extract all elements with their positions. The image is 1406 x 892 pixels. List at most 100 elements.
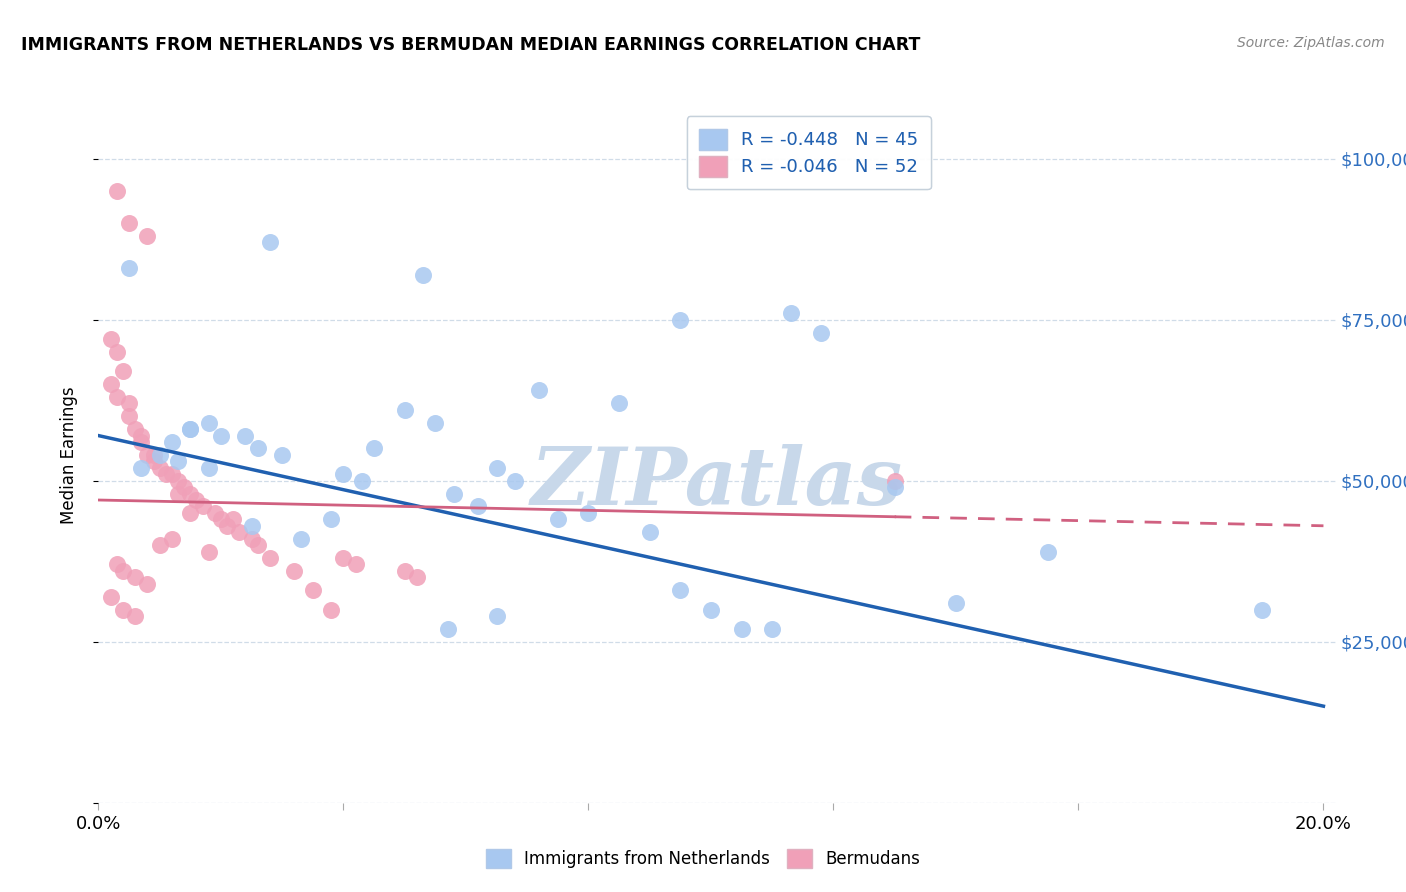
Point	[105, 344, 128, 359]
Point	[669, 583, 692, 598]
Point	[179, 422, 201, 436]
Point	[332, 467, 354, 482]
Point	[105, 184, 128, 198]
Point	[209, 428, 232, 442]
Point	[179, 486, 201, 500]
Point	[118, 396, 141, 410]
Point	[197, 416, 219, 430]
Point	[321, 512, 343, 526]
Point	[136, 448, 159, 462]
Point	[167, 454, 190, 468]
Point	[124, 609, 146, 624]
Point	[197, 460, 219, 475]
Point	[394, 564, 416, 578]
Point	[578, 506, 600, 520]
Point	[1036, 544, 1059, 558]
Point	[209, 512, 232, 526]
Point	[467, 500, 489, 514]
Legend: Immigrants from Netherlands, Bermudans: Immigrants from Netherlands, Bermudans	[479, 842, 927, 875]
Point	[149, 448, 172, 462]
Text: Source: ZipAtlas.com: Source: ZipAtlas.com	[1237, 36, 1385, 50]
Point	[129, 428, 152, 442]
Point	[124, 422, 146, 436]
Point	[204, 506, 226, 520]
Point	[100, 377, 122, 392]
Point	[945, 596, 967, 610]
Point	[160, 435, 183, 450]
Legend: R = -0.448   N = 45, R = -0.046   N = 52: R = -0.448 N = 45, R = -0.046 N = 52	[686, 116, 931, 189]
Point	[191, 500, 214, 514]
Point	[179, 422, 201, 436]
Point	[100, 590, 122, 604]
Point	[186, 493, 208, 508]
Point	[240, 532, 263, 546]
Point	[160, 467, 183, 482]
Point	[271, 448, 294, 462]
Point	[105, 390, 128, 404]
Point	[259, 235, 281, 250]
Point	[283, 564, 305, 578]
Point	[259, 551, 281, 566]
Point	[529, 384, 551, 398]
Point	[779, 306, 801, 320]
Point	[436, 622, 458, 636]
Point	[394, 402, 416, 417]
Point	[124, 570, 146, 584]
Point	[167, 486, 190, 500]
Point	[215, 518, 238, 533]
Point	[136, 228, 159, 243]
Point	[149, 538, 172, 552]
Point	[246, 442, 269, 456]
Point	[160, 532, 183, 546]
Point	[301, 583, 323, 598]
Point	[607, 396, 630, 410]
Point	[240, 518, 263, 533]
Point	[222, 512, 245, 526]
Point	[118, 261, 141, 276]
Point	[167, 474, 190, 488]
Point	[105, 558, 128, 572]
Point	[810, 326, 832, 340]
Point	[350, 474, 373, 488]
Point	[761, 622, 783, 636]
Point	[111, 564, 134, 578]
Point	[485, 609, 508, 624]
Point	[344, 558, 367, 572]
Point	[485, 460, 508, 475]
Point	[443, 486, 465, 500]
Point	[1251, 602, 1274, 616]
Point	[136, 576, 159, 591]
Point	[129, 435, 152, 450]
Point	[111, 364, 134, 378]
Point	[406, 570, 429, 584]
Point	[129, 460, 152, 475]
Point	[149, 460, 172, 475]
Y-axis label: Median Earnings: Median Earnings	[59, 386, 77, 524]
Point	[669, 312, 692, 326]
Point	[235, 428, 257, 442]
Point	[290, 532, 312, 546]
Point	[412, 268, 434, 282]
Point	[883, 480, 905, 494]
Point	[142, 448, 165, 462]
Text: ZIPatlas: ZIPatlas	[531, 444, 903, 522]
Point	[228, 525, 250, 540]
Point	[363, 442, 385, 456]
Point	[883, 474, 905, 488]
Point	[179, 506, 201, 520]
Point	[503, 474, 526, 488]
Point	[100, 332, 122, 346]
Point	[332, 551, 354, 566]
Point	[155, 467, 177, 482]
Point	[197, 544, 219, 558]
Point	[730, 622, 752, 636]
Point	[246, 538, 269, 552]
Point	[173, 480, 195, 494]
Point	[142, 454, 165, 468]
Point	[118, 216, 141, 230]
Point	[425, 416, 447, 430]
Point	[321, 602, 343, 616]
Point	[118, 409, 141, 424]
Point	[700, 602, 723, 616]
Point	[111, 602, 134, 616]
